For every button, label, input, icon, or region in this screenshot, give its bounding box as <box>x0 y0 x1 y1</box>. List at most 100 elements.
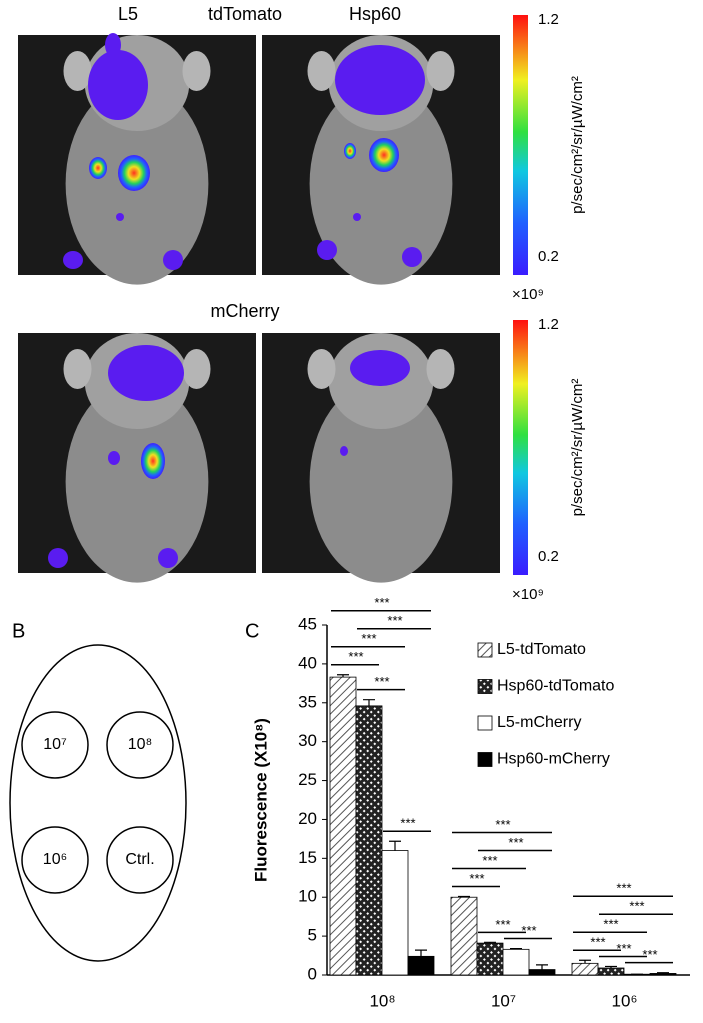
colorbar-min: 0.2 <box>538 248 559 265</box>
colorbar-max: 1.2 <box>538 316 559 333</box>
error-bar <box>363 699 375 706</box>
image-label: mCherry <box>210 301 279 321</box>
bar <box>476 942 504 976</box>
colorbar-unit: p/sec/cm²/sr/µW/cm² <box>569 76 586 214</box>
mouse-ear <box>426 51 455 91</box>
significance-label: *** <box>387 613 402 628</box>
error-bar <box>605 965 617 968</box>
panel-label: C <box>245 620 259 642</box>
signal-blob <box>88 50 148 120</box>
signal-blob <box>158 548 178 568</box>
y-axis-label: Fluorescence (X10⁸) <box>251 718 270 882</box>
significance-label: *** <box>482 853 497 868</box>
legend-label: Hsp60-mCherry <box>497 751 610 768</box>
x-tick-label: 10⁶ <box>612 991 638 1010</box>
y-tick-label: 35 <box>298 692 317 711</box>
signal-blob <box>108 345 184 401</box>
signal-blob <box>105 33 121 57</box>
significance-label: *** <box>642 947 657 962</box>
error-bar <box>536 964 548 970</box>
bar <box>329 676 357 976</box>
mouse-body <box>309 381 453 583</box>
mouse-ear <box>63 51 92 91</box>
y-tick-label: 30 <box>298 731 317 750</box>
signal-blob <box>340 446 348 456</box>
well <box>21 826 89 894</box>
mouse-image <box>262 333 500 583</box>
significance-label: *** <box>603 917 618 932</box>
y-tick-label: 20 <box>298 809 317 828</box>
significance-label: *** <box>521 923 536 938</box>
error-bar <box>510 947 522 950</box>
significance-label: *** <box>348 649 363 664</box>
legend-swatch <box>477 642 493 658</box>
legend-label: Hsp60-tdTomato <box>497 678 614 695</box>
mouse-body <box>309 83 453 285</box>
significance-label: *** <box>616 941 631 956</box>
plate <box>9 644 187 962</box>
signal-blob <box>141 443 165 479</box>
well <box>21 711 89 779</box>
mouse-image <box>18 33 256 285</box>
signal-blob <box>116 213 124 221</box>
signal-blob <box>344 143 356 159</box>
significance-label: *** <box>590 935 605 950</box>
error-bar <box>579 959 591 964</box>
signal-blob <box>317 240 337 260</box>
signal-blob <box>63 251 83 269</box>
well <box>106 826 174 894</box>
signal-blob <box>335 45 425 115</box>
well <box>106 711 174 779</box>
y-tick-label: 15 <box>298 848 317 867</box>
legend-swatch <box>477 715 493 731</box>
significance-label: *** <box>469 871 484 886</box>
significance-label: *** <box>629 899 644 914</box>
error-bar <box>484 941 496 944</box>
image-label: Hsp60 <box>349 4 401 24</box>
signal-blob <box>48 548 68 568</box>
signal-blob <box>369 138 399 172</box>
y-tick-label: 5 <box>308 926 317 945</box>
bar <box>571 962 599 976</box>
error-bar <box>389 840 401 851</box>
bar <box>528 969 556 976</box>
significance-label: *** <box>616 881 631 896</box>
bar <box>381 850 409 976</box>
x-tick-label: 10⁸ <box>369 991 395 1010</box>
well-label: 10⁶ <box>43 851 67 868</box>
legend-swatch <box>477 679 493 694</box>
well-label: Ctrl. <box>125 851 154 868</box>
legend-label: L5-mCherry <box>497 714 581 731</box>
mouse-ear <box>307 349 336 389</box>
mouse-ear <box>182 349 211 389</box>
significance-label: *** <box>374 595 389 610</box>
legend-label: L5-tdTomato <box>497 641 586 658</box>
signal-blob <box>350 350 410 386</box>
colorbar-scale: ×10⁹ <box>512 286 544 303</box>
significance-label: *** <box>400 816 415 831</box>
bar <box>355 705 383 976</box>
x-tick-label: 10⁷ <box>491 991 516 1010</box>
error-bar <box>337 674 349 678</box>
mouse-ear <box>63 349 92 389</box>
bar <box>649 973 677 976</box>
y-tick-label: 10 <box>298 887 317 906</box>
y-tick-label: 40 <box>298 653 317 672</box>
mouse-ear <box>307 51 336 91</box>
error-bar <box>657 972 669 974</box>
well-label: 10⁸ <box>128 736 153 753</box>
colorbar <box>513 15 528 275</box>
colorbar <box>513 320 528 575</box>
significance-label: *** <box>495 817 510 832</box>
bar <box>502 948 530 976</box>
signal-blob <box>163 250 183 270</box>
signal-blob <box>402 247 422 267</box>
panel-label: B <box>12 620 25 642</box>
error-bar <box>458 895 470 898</box>
signal-blob <box>108 451 120 465</box>
y-tick-label: 25 <box>298 770 317 789</box>
significance-label: *** <box>495 917 510 932</box>
significance-label: *** <box>374 674 389 689</box>
y-tick-label: 45 <box>298 614 317 633</box>
